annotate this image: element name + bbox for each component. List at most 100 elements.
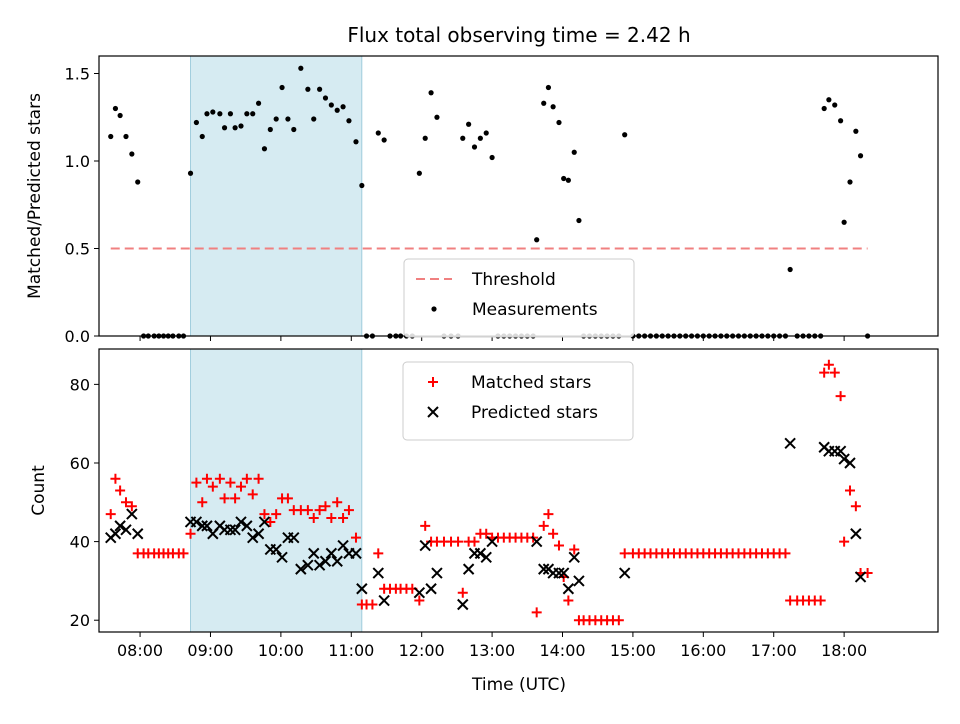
data-point (562, 583, 575, 595)
data-point (835, 391, 846, 402)
data-point (815, 595, 826, 606)
highlight-span (190, 55, 363, 337)
legend-box (402, 361, 634, 441)
data-point (850, 528, 862, 540)
data-point (434, 114, 440, 120)
data-point (548, 528, 559, 539)
data-point (486, 535, 498, 548)
data-point (259, 509, 270, 520)
data-point (569, 544, 580, 555)
data-point (282, 493, 293, 504)
data-point (543, 509, 554, 520)
data-point (105, 509, 116, 520)
data-point (787, 266, 793, 273)
data-point (337, 539, 349, 552)
y-axis-label: Matched/Predicted stars (25, 93, 45, 299)
data-point (534, 237, 540, 243)
data-point (334, 107, 340, 113)
data-point (253, 473, 264, 484)
axes-frame (98, 348, 939, 633)
legend-swatch (427, 406, 439, 418)
data-point (622, 132, 628, 138)
data-point (326, 513, 337, 524)
data-point (291, 126, 297, 133)
legend-label: Matched stars (471, 373, 591, 393)
data-point (346, 118, 352, 124)
data-point (120, 497, 131, 508)
data-point (356, 583, 368, 595)
data-point (305, 86, 311, 92)
data-point (416, 170, 422, 176)
data-point (541, 100, 547, 106)
x-tick-label: 12:00 (399, 641, 445, 660)
x-tick-label: 18:00 (821, 641, 867, 660)
data-point (207, 481, 218, 492)
data-point (457, 598, 469, 611)
data-point (227, 111, 234, 117)
data-point (332, 497, 343, 508)
data-point (466, 121, 472, 127)
data-point (252, 528, 265, 540)
data-point (561, 175, 567, 182)
legend-box (403, 258, 635, 338)
data-point (819, 367, 830, 378)
data-point (378, 594, 390, 607)
data-point (279, 84, 285, 91)
data-point (229, 524, 241, 536)
data-point (821, 105, 827, 112)
data-point (308, 513, 319, 524)
data-point (219, 493, 230, 504)
data-point (431, 567, 443, 579)
data-point (267, 126, 273, 133)
data-point (232, 125, 238, 131)
data-point (197, 497, 208, 508)
data-point (132, 528, 144, 540)
data-point (420, 520, 431, 531)
bottom-panel: 20 40 60 80 08:00 09:00 10:00 11:00 12:00 13:00 14… (29, 348, 939, 660)
y-tick-label: 60 (70, 454, 90, 473)
y-tick-label: 40 (70, 533, 90, 552)
data-point (550, 104, 556, 110)
data-point (553, 540, 564, 551)
data-point (556, 119, 562, 126)
series-predicted-stars (105, 437, 867, 611)
data-point (288, 531, 300, 544)
data-point (328, 102, 334, 108)
y-tick-label: 1.0 (65, 152, 90, 171)
data-point (230, 493, 241, 504)
y-tick-label: 0.5 (65, 240, 90, 259)
data-point (576, 217, 582, 224)
y-axis-label: Count (29, 465, 49, 516)
legend: Threshold Measurements (403, 258, 635, 338)
data-point (235, 516, 247, 528)
x-tick-label: 17:00 (751, 641, 797, 660)
data-point (129, 151, 135, 157)
data-point (834, 445, 847, 457)
data-point (126, 508, 138, 520)
data-point (285, 116, 291, 122)
data-point (109, 528, 122, 540)
data-point (265, 516, 276, 527)
data-point (298, 65, 304, 71)
data-point (185, 528, 196, 539)
data-point (241, 473, 252, 484)
x-tick-label: 16:00 (680, 641, 726, 660)
data-point (261, 146, 268, 152)
data-point (317, 86, 323, 92)
data-point (568, 551, 580, 564)
data-point (826, 97, 832, 103)
data-point (531, 607, 542, 618)
x-tick-label: 08:00 (117, 641, 163, 660)
data-point (302, 505, 313, 516)
data-point (571, 149, 577, 155)
data-point (453, 536, 464, 547)
data-point (474, 547, 487, 560)
data-point (295, 563, 307, 575)
x-tick-label: 11:00 (328, 641, 374, 660)
data-point (462, 563, 475, 575)
data-point (196, 520, 208, 532)
data-point (784, 437, 796, 450)
y-tick-label: 80 (70, 375, 90, 394)
x-axis-label: Time (UTC) (471, 675, 566, 695)
